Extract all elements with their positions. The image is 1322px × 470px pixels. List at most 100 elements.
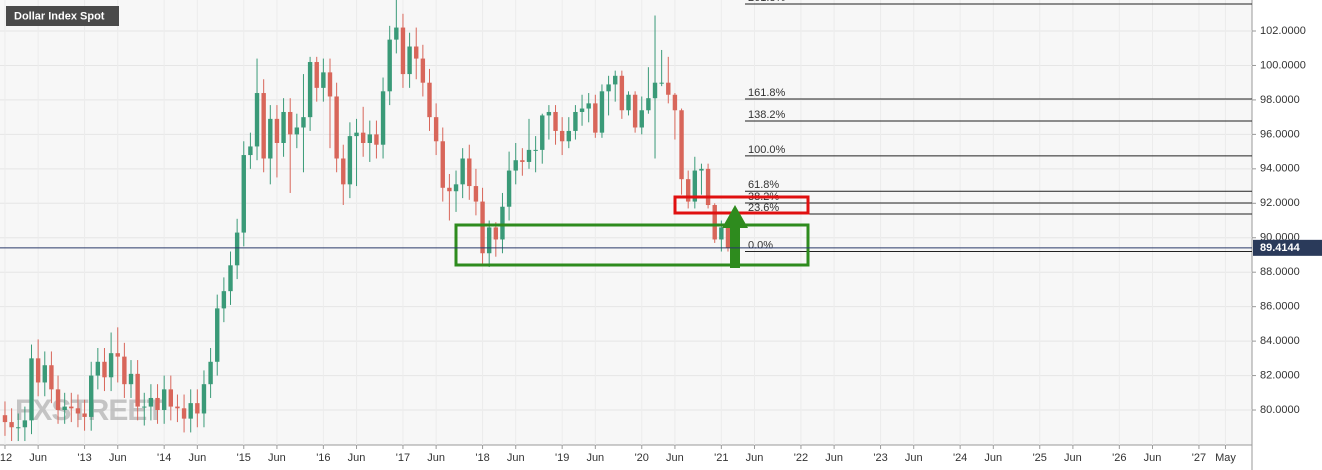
y-tick-label: 88.0000 — [1260, 266, 1300, 278]
candle-body — [301, 117, 306, 128]
candle-body — [29, 358, 34, 421]
candle-body — [394, 27, 399, 40]
x-tick-label: Jun — [507, 452, 525, 464]
candle-body — [89, 375, 94, 417]
candle-body — [679, 110, 684, 180]
x-tick-label: '12 — [0, 452, 12, 464]
x-tick-label: '13 — [77, 452, 91, 464]
candle-body — [414, 46, 419, 59]
candle-body — [155, 397, 160, 411]
y-tick-label: 100.0000 — [1260, 59, 1306, 71]
x-tick-label: Jun — [188, 452, 206, 464]
candle-body — [108, 353, 114, 378]
candle-body — [115, 353, 120, 357]
candle-body — [506, 170, 512, 207]
x-tick-label: Jun — [109, 452, 127, 464]
candle-body — [248, 146, 253, 156]
candle-body — [652, 82, 658, 99]
plot-background — [0, 0, 1252, 445]
candle-body — [500, 206, 505, 240]
x-tick-label: Jun — [348, 452, 366, 464]
candle-body — [659, 82, 664, 84]
candle-body — [374, 134, 379, 145]
candle-body — [593, 103, 598, 133]
candle-body — [95, 361, 101, 376]
candle-body — [102, 361, 107, 378]
last-price-label: 89.4144 — [1260, 242, 1301, 254]
candle-body — [666, 82, 671, 95]
candle-body — [632, 94, 638, 128]
y-tick-label: 86.0000 — [1260, 301, 1300, 313]
x-tick-label: '17 — [396, 452, 410, 464]
candle-body — [407, 46, 412, 75]
fib-label: 100.0% — [748, 144, 786, 156]
candle-body — [613, 75, 618, 85]
x-tick-label: '16 — [316, 452, 330, 464]
candle-body — [559, 130, 565, 142]
x-tick-label: '20 — [635, 452, 649, 464]
candle-body — [35, 358, 41, 383]
candle-body — [473, 186, 479, 202]
candle-body — [480, 201, 485, 254]
candle-body — [195, 403, 200, 414]
candle-body — [626, 94, 631, 111]
candle-body — [513, 160, 518, 171]
candle-body — [685, 179, 691, 202]
candle-body — [261, 93, 266, 159]
x-tick-label: '24 — [953, 452, 967, 464]
y-tick-label: 94.0000 — [1260, 163, 1300, 175]
candle-body — [9, 422, 14, 428]
x-tick-label: Jun — [586, 452, 604, 464]
fib-label: 23.6% — [748, 202, 779, 214]
candle-body — [287, 111, 293, 135]
candle-body — [440, 141, 445, 188]
candle-body — [447, 187, 452, 192]
support-box — [454, 223, 810, 267]
candle-body — [646, 98, 651, 111]
candle-body — [128, 373, 134, 385]
y-tick-label: 98.0000 — [1260, 94, 1300, 106]
x-tick-label: '18 — [475, 452, 489, 464]
x-tick-label: Jun — [984, 452, 1002, 464]
x-tick-label: '15 — [237, 452, 251, 464]
x-tick-label: '23 — [873, 452, 887, 464]
candle-body — [294, 127, 300, 135]
candle-body — [486, 227, 492, 254]
candle-body — [82, 413, 87, 417]
candle-body — [573, 111, 578, 131]
title-badge — [6, 6, 119, 26]
x-tick-label: '27 — [1192, 452, 1206, 464]
y-tick-label: 84.0000 — [1260, 335, 1300, 347]
resistance-box — [673, 195, 810, 215]
y-tick-label: 92.0000 — [1260, 197, 1300, 209]
x-tick-label: Jun — [29, 452, 47, 464]
up-arrow — [722, 205, 748, 268]
x-tick-label: Jun — [1064, 452, 1082, 464]
candle-body — [520, 160, 525, 162]
x-tick-label: '22 — [794, 452, 808, 464]
candle-body — [453, 184, 459, 192]
x-tick-label: '26 — [1112, 452, 1126, 464]
candle-body — [341, 158, 346, 185]
last-price-badge — [1253, 239, 1322, 256]
candle-body — [639, 110, 644, 128]
candle-body — [387, 39, 392, 92]
candle-body — [334, 96, 339, 159]
candle-body — [427, 82, 432, 118]
candle-body — [22, 420, 28, 428]
candle-body — [606, 84, 611, 92]
axes: 80.000082.000084.000086.000088.000090.00… — [0, 25, 1322, 464]
candle-body — [579, 108, 585, 112]
candle-body — [540, 115, 545, 150]
candle-body — [201, 384, 207, 414]
fib-label: 0.0% — [748, 239, 773, 251]
y-tick-label: 96.0000 — [1260, 128, 1300, 140]
candle-body — [347, 136, 353, 185]
chart-title: Dollar Index Spot — [14, 10, 105, 22]
candle-body — [400, 27, 406, 75]
candle-body — [307, 62, 313, 118]
candle-body — [55, 389, 61, 411]
candle-body — [712, 205, 717, 240]
candle-body — [175, 406, 180, 409]
candle-body — [161, 389, 167, 411]
